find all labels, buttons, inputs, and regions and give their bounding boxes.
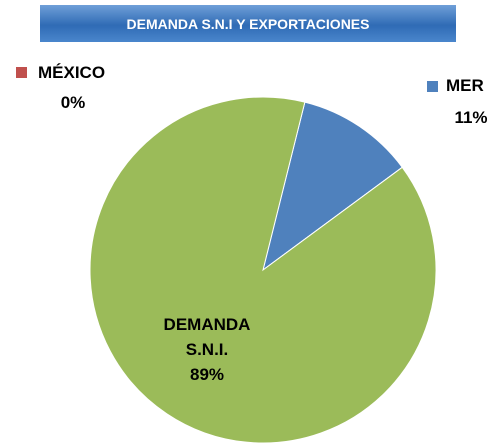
chart-title: DEMANDA S.N.I Y EXPORTACIONES — [40, 5, 456, 42]
slice-name-label: MER — [446, 76, 484, 95]
slice-name-label: MÉXICO — [38, 63, 106, 82]
slice-name-label: DEMANDA S.N.I. — [163, 315, 251, 359]
legend-marker — [427, 81, 438, 92]
pie-slice — [89, 96, 437, 444]
slice-value-label: 89% — [189, 365, 225, 384]
pie-slice — [262, 101, 403, 272]
slice-value-label: 0% — [60, 93, 86, 112]
slice-value-label: 11% — [454, 108, 488, 127]
legend-marker — [16, 67, 27, 78]
